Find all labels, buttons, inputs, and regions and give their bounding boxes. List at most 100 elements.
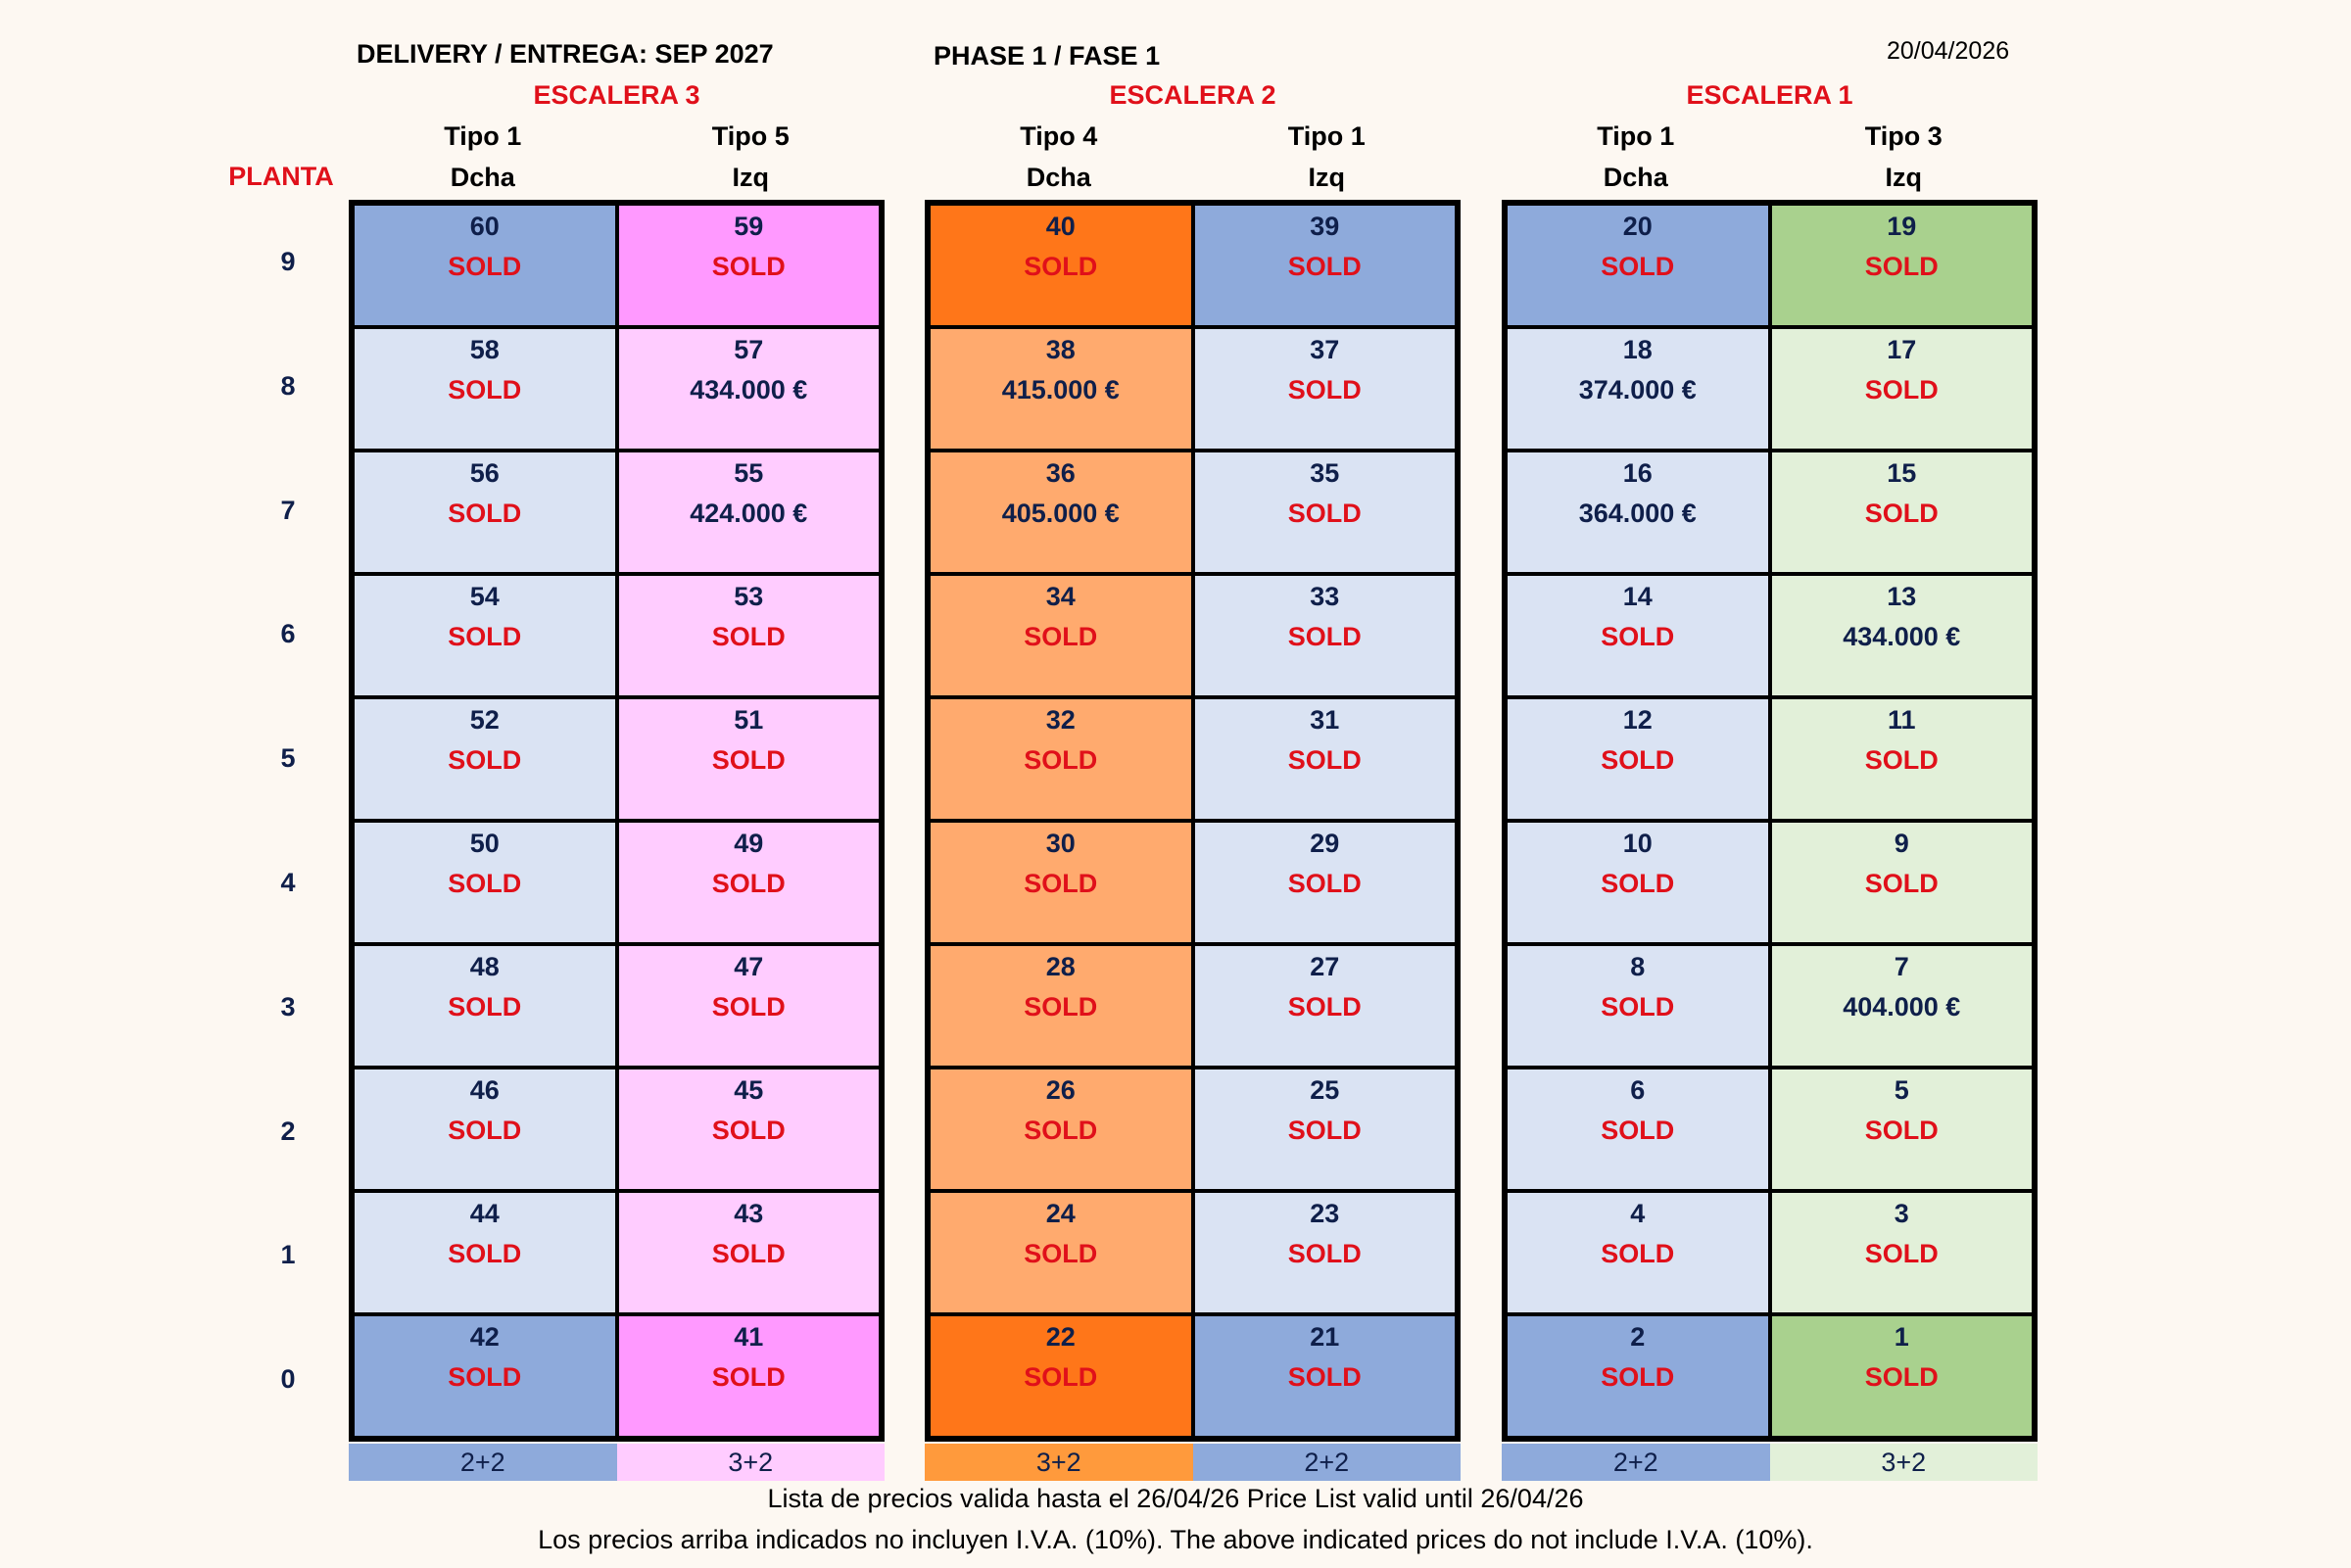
unit-cell[interactable]: 40 SOLD bbox=[929, 204, 1193, 327]
escalera-label: ESCALERA 2 bbox=[1109, 80, 1276, 110]
sold-status: SOLD bbox=[1864, 375, 1939, 404]
unit-cell[interactable]: 44 SOLD bbox=[353, 1191, 617, 1314]
unit-number: 18 bbox=[1622, 335, 1653, 364]
unit-cell[interactable]: 49 SOLD bbox=[616, 821, 881, 944]
sold-status: SOLD bbox=[1287, 869, 1362, 898]
floor-label: 2 bbox=[280, 1116, 296, 1146]
unit-cell[interactable]: 34 SOLD bbox=[929, 574, 1193, 697]
column-side: Dcha bbox=[1603, 163, 1668, 192]
unit-number: 17 bbox=[1887, 335, 1917, 364]
unit-cell[interactable]: 26 SOLD bbox=[929, 1068, 1193, 1191]
unit-cell[interactable]: 58 SOLD bbox=[353, 327, 617, 451]
unit-cell[interactable]: 47 SOLD bbox=[616, 944, 881, 1068]
unit-cell[interactable]: 2 SOLD bbox=[1506, 1314, 1770, 1438]
sold-status: SOLD bbox=[1287, 375, 1362, 404]
unit-cell[interactable]: 13 434.000 € bbox=[1769, 574, 2034, 697]
unit-cell[interactable]: 60 SOLD bbox=[353, 204, 617, 327]
unit-cell[interactable]: 11 SOLD bbox=[1769, 697, 2034, 821]
unit-cell[interactable]: 39 SOLD bbox=[1192, 204, 1457, 327]
floor-label: 1 bbox=[280, 1240, 296, 1270]
sold-status: SOLD bbox=[448, 622, 522, 651]
unit-cell[interactable]: 27 SOLD bbox=[1192, 944, 1457, 1068]
sold-status: SOLD bbox=[711, 745, 786, 775]
sold-status: SOLD bbox=[711, 1239, 786, 1268]
unit-number: 37 bbox=[1310, 335, 1340, 364]
unit-cell[interactable]: 8 SOLD bbox=[1506, 944, 1770, 1068]
column-tipo: Tipo 4 bbox=[1020, 121, 1098, 151]
column-side: Dcha bbox=[450, 163, 515, 192]
unit-cell[interactable]: 52 SOLD bbox=[353, 697, 617, 821]
unit-number: 28 bbox=[1045, 952, 1076, 981]
unit-cell[interactable]: 50 SOLD bbox=[353, 821, 617, 944]
unit-cell[interactable]: 35 SOLD bbox=[1192, 451, 1457, 574]
unit-cell[interactable]: 45 SOLD bbox=[616, 1068, 881, 1191]
sold-status: SOLD bbox=[1864, 499, 1939, 528]
unit-cell[interactable]: 33 SOLD bbox=[1192, 574, 1457, 697]
unit-cell[interactable]: 41 SOLD bbox=[616, 1314, 881, 1438]
unit-number: 29 bbox=[1310, 829, 1340, 858]
column-tipo: Tipo 1 bbox=[1287, 121, 1366, 151]
unit-price: 405.000 € bbox=[1001, 499, 1120, 528]
unit-cell[interactable]: 19 SOLD bbox=[1769, 204, 2034, 327]
unit-cell[interactable]: 25 SOLD bbox=[1192, 1068, 1457, 1191]
unit-cell[interactable]: 59 SOLD bbox=[616, 204, 881, 327]
unit-cell[interactable]: 12 SOLD bbox=[1506, 697, 1770, 821]
unit-price: 415.000 € bbox=[1001, 375, 1120, 404]
column-side: Izq bbox=[1308, 163, 1346, 192]
unit-cell[interactable]: 15 SOLD bbox=[1769, 451, 2034, 574]
sold-status: SOLD bbox=[1024, 1116, 1098, 1145]
sold-status: SOLD bbox=[1864, 1239, 1939, 1268]
unit-number: 40 bbox=[1045, 212, 1076, 241]
sold-status: SOLD bbox=[1024, 869, 1098, 898]
unit-cell[interactable]: 23 SOLD bbox=[1192, 1191, 1457, 1314]
unit-cell[interactable]: 22 SOLD bbox=[929, 1314, 1193, 1438]
unit-number: 48 bbox=[469, 952, 500, 981]
unit-cell[interactable]: 46 SOLD bbox=[353, 1068, 617, 1191]
unit-cell[interactable]: 38 415.000 € bbox=[929, 327, 1193, 451]
unit-cell[interactable]: 53 SOLD bbox=[616, 574, 881, 697]
unit-cell[interactable]: 42 SOLD bbox=[353, 1314, 617, 1438]
unit-number: 54 bbox=[469, 582, 500, 611]
unit-cell[interactable]: 24 SOLD bbox=[929, 1191, 1193, 1314]
sold-status: SOLD bbox=[1864, 1116, 1939, 1145]
unit-cell[interactable]: 56 SOLD bbox=[353, 451, 617, 574]
unit-cell[interactable]: 18 374.000 € bbox=[1506, 327, 1770, 451]
unit-price: 374.000 € bbox=[1578, 375, 1697, 404]
unit-number: 33 bbox=[1310, 582, 1340, 611]
unit-cell[interactable]: 1 SOLD bbox=[1769, 1314, 2034, 1438]
unit-number: 34 bbox=[1045, 582, 1076, 611]
unit-cell[interactable]: 48 SOLD bbox=[353, 944, 617, 1068]
unit-cell[interactable]: 30 SOLD bbox=[929, 821, 1193, 944]
unit-cell[interactable]: 57 434.000 € bbox=[616, 327, 881, 451]
unit-cell[interactable]: 9 SOLD bbox=[1769, 821, 2034, 944]
unit-cell[interactable]: 14 SOLD bbox=[1506, 574, 1770, 697]
unit-cell[interactable]: 55 424.000 € bbox=[616, 451, 881, 574]
unit-number: 27 bbox=[1310, 952, 1340, 981]
unit-cell[interactable]: 54 SOLD bbox=[353, 574, 617, 697]
unit-cell[interactable]: 5 SOLD bbox=[1769, 1068, 2034, 1191]
unit-cell[interactable]: 16 364.000 € bbox=[1506, 451, 1770, 574]
sold-status: SOLD bbox=[1601, 745, 1675, 775]
sold-status: SOLD bbox=[711, 252, 786, 281]
unit-cell[interactable]: 17 SOLD bbox=[1769, 327, 2034, 451]
unit-cell[interactable]: 51 SOLD bbox=[616, 697, 881, 821]
unit-cell[interactable]: 43 SOLD bbox=[616, 1191, 881, 1314]
column-tipo: Tipo 3 bbox=[1864, 121, 1943, 151]
unit-cell[interactable]: 6 SOLD bbox=[1506, 1068, 1770, 1191]
unit-cell[interactable]: 7 404.000 € bbox=[1769, 944, 2034, 1068]
unit-cell[interactable]: 4 SOLD bbox=[1506, 1191, 1770, 1314]
unit-cell[interactable]: 28 SOLD bbox=[929, 944, 1193, 1068]
column-side: Izq bbox=[732, 163, 770, 192]
unit-cell[interactable]: 20 SOLD bbox=[1506, 204, 1770, 327]
unit-cell[interactable]: 29 SOLD bbox=[1192, 821, 1457, 944]
unit-cell[interactable]: 10 SOLD bbox=[1506, 821, 1770, 944]
unit-cell[interactable]: 21 SOLD bbox=[1192, 1314, 1457, 1438]
unit-number: 1 bbox=[1894, 1322, 1909, 1352]
unit-cell[interactable]: 32 SOLD bbox=[929, 697, 1193, 821]
unit-cell[interactable]: 3 SOLD bbox=[1769, 1191, 2034, 1314]
unit-cell[interactable]: 37 SOLD bbox=[1192, 327, 1457, 451]
unit-cell[interactable]: 36 405.000 € bbox=[929, 451, 1193, 574]
unit-cell[interactable]: 31 SOLD bbox=[1192, 697, 1457, 821]
sold-status: SOLD bbox=[448, 375, 522, 404]
floor-label: 7 bbox=[280, 495, 296, 525]
